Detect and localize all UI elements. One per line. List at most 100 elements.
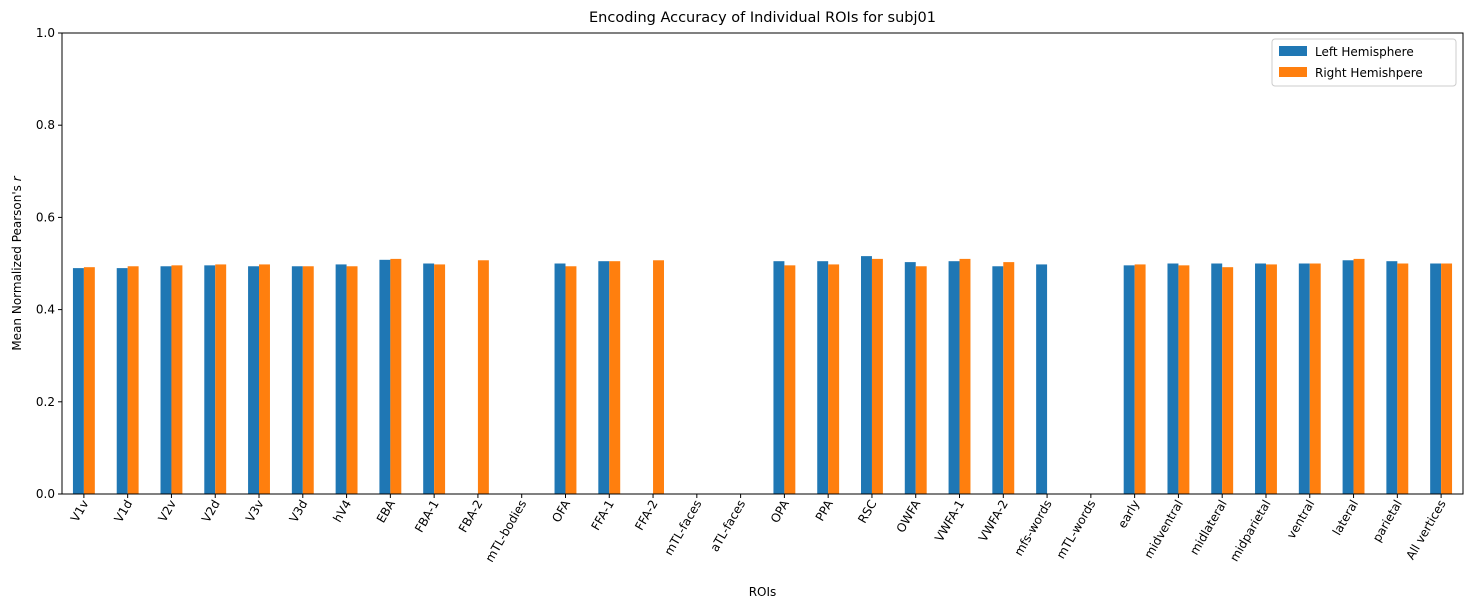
x-tick-label: OPA (768, 497, 793, 526)
x-tick-label: ventral (1284, 498, 1317, 542)
x-tick-label: V3d (287, 498, 311, 525)
x-tick-label: All vertices (1403, 498, 1448, 562)
bar-left-EBA (379, 259, 391, 494)
bar-left-V2v (160, 266, 172, 494)
chart-title: Encoding Accuracy of Individual ROIs for… (589, 10, 936, 26)
bar-left-ventral (1298, 263, 1310, 494)
bar-right-FFA-2 (653, 260, 664, 494)
bar-right-VWFA-2 (1003, 262, 1015, 494)
x-tick-label: FBA-1 (412, 498, 442, 535)
y-axis-label-symbol: r (10, 175, 24, 181)
bar-right-hV4 (346, 266, 358, 494)
bar-right-midventral (1178, 265, 1190, 494)
legend-label-right: Right Hemishpere (1315, 66, 1423, 80)
bar-right-lateral (1353, 258, 1365, 494)
plot-frame (61, 32, 1464, 495)
x-tick-label: VWFA-2 (976, 498, 1011, 545)
y-tick-label: 1.0 (36, 26, 55, 40)
bar-right-V2d (215, 264, 227, 494)
bar-right-All vertices (1441, 263, 1453, 494)
x-tick-label: FFA-2 (632, 498, 660, 533)
bar-right-PPA (828, 264, 840, 494)
x-tick-label: OWFA (894, 497, 924, 535)
x-tick-label: V1v (68, 498, 92, 525)
bar-right-FBA-2 (477, 260, 489, 494)
bar-right-V3d (302, 266, 314, 494)
x-axis-ticks: V1v V1d V2v V2d V3v V3d hV4 EBA FBA-1 FBA-2mTL-bo… (68, 494, 1449, 565)
x-tick-label: RSC (855, 498, 879, 526)
x-axis-label: ROIs (749, 585, 777, 599)
bar-left-OPA (773, 261, 785, 494)
x-tick-label: mTL-words (1054, 498, 1099, 562)
legend-swatch-left (1279, 46, 1307, 56)
x-tick-label: aTL-faces (707, 498, 748, 555)
y-tick-label: 0.0 (36, 487, 55, 501)
x-tick-label: early (1115, 498, 1142, 531)
bar-left-PPA (817, 261, 829, 494)
x-tick-label: lateral (1330, 498, 1361, 538)
bar-right-V2v (171, 265, 183, 494)
bar-left-V3v (248, 266, 260, 494)
y-axis-label-text: Mean Normalized Pearson's (10, 181, 24, 350)
x-tick-label: mfs-words (1011, 498, 1054, 559)
bar-right-midlateral (1222, 267, 1234, 494)
legend-label-left: Left Hemisphere (1315, 45, 1414, 59)
bar-left-OFA (554, 263, 566, 494)
bar-left-V2d (204, 265, 216, 494)
x-tick-label: midventral (1141, 498, 1186, 561)
bar-right-midparietal (1265, 264, 1277, 494)
bar-right-FBA-1 (434, 264, 446, 494)
bar-right-V1d (127, 266, 139, 494)
x-tick-label: parietal (1370, 498, 1405, 545)
bar-left-FBA-1 (423, 263, 435, 494)
bar-left-FFA-1 (598, 261, 610, 494)
bar-left-All vertices (1430, 263, 1442, 494)
bar-left-V1d (116, 268, 128, 494)
bar-left-parietal (1386, 261, 1398, 494)
bar-right-ventral (1309, 263, 1321, 494)
bar-left-midlateral (1211, 263, 1223, 494)
bar-left-RSC (861, 256, 872, 494)
bar-right-V1v (83, 267, 95, 494)
x-tick-label: VWFA-1 (932, 498, 967, 545)
legend-swatch-right (1279, 67, 1307, 77)
bar-left-V1v (72, 268, 84, 494)
x-tick-label: OFA (549, 497, 573, 525)
x-tick-label: V1d (111, 498, 135, 525)
y-tick-label: 0.2 (36, 395, 55, 409)
bar-left-OWFA (904, 262, 916, 494)
legend-box (1271, 38, 1457, 87)
x-tick-label: mTL-bodies (482, 498, 529, 565)
bar-right-V3v (259, 264, 270, 494)
bar-left-midparietal (1255, 263, 1266, 494)
y-axis-ticks: 0.0 0.2 0.4 0.6 0.8 1.0 (36, 26, 62, 501)
x-tick-label: hV4 (330, 498, 354, 525)
legend: Left Hemisphere Right Hemishpere (1271, 38, 1457, 87)
bar-right-OFA (565, 266, 577, 494)
x-tick-label: FFA-1 (588, 498, 616, 533)
bar-left-lateral (1342, 260, 1354, 494)
bar-left-mfs-words (1036, 264, 1048, 494)
x-tick-label: V2d (199, 498, 223, 525)
x-tick-label: V2v (155, 498, 179, 525)
bar-right-OPA (784, 265, 796, 494)
x-tick-label: EBA (374, 497, 399, 525)
bar-right-early (1134, 264, 1146, 494)
bar-right-parietal (1397, 263, 1409, 494)
bar-right-OWFA (915, 266, 927, 494)
y-tick-label: 0.4 (36, 303, 55, 317)
bar-left-V3d (291, 266, 303, 494)
bar-left-early (1123, 265, 1135, 494)
y-tick-label: 0.6 (36, 210, 55, 224)
bar-right-VWFA-1 (959, 258, 971, 494)
x-tick-label: FBA-2 (456, 498, 486, 535)
bar-left-VWFA-1 (948, 261, 960, 494)
x-tick-label: PPA (813, 497, 836, 524)
bar-left-midventral (1167, 263, 1179, 494)
bar-right-EBA (390, 258, 402, 494)
x-tick-label: midparietal (1227, 498, 1273, 564)
bars-group (72, 256, 1453, 494)
y-tick-label: 0.8 (36, 118, 55, 132)
bar-right-RSC (871, 258, 883, 494)
